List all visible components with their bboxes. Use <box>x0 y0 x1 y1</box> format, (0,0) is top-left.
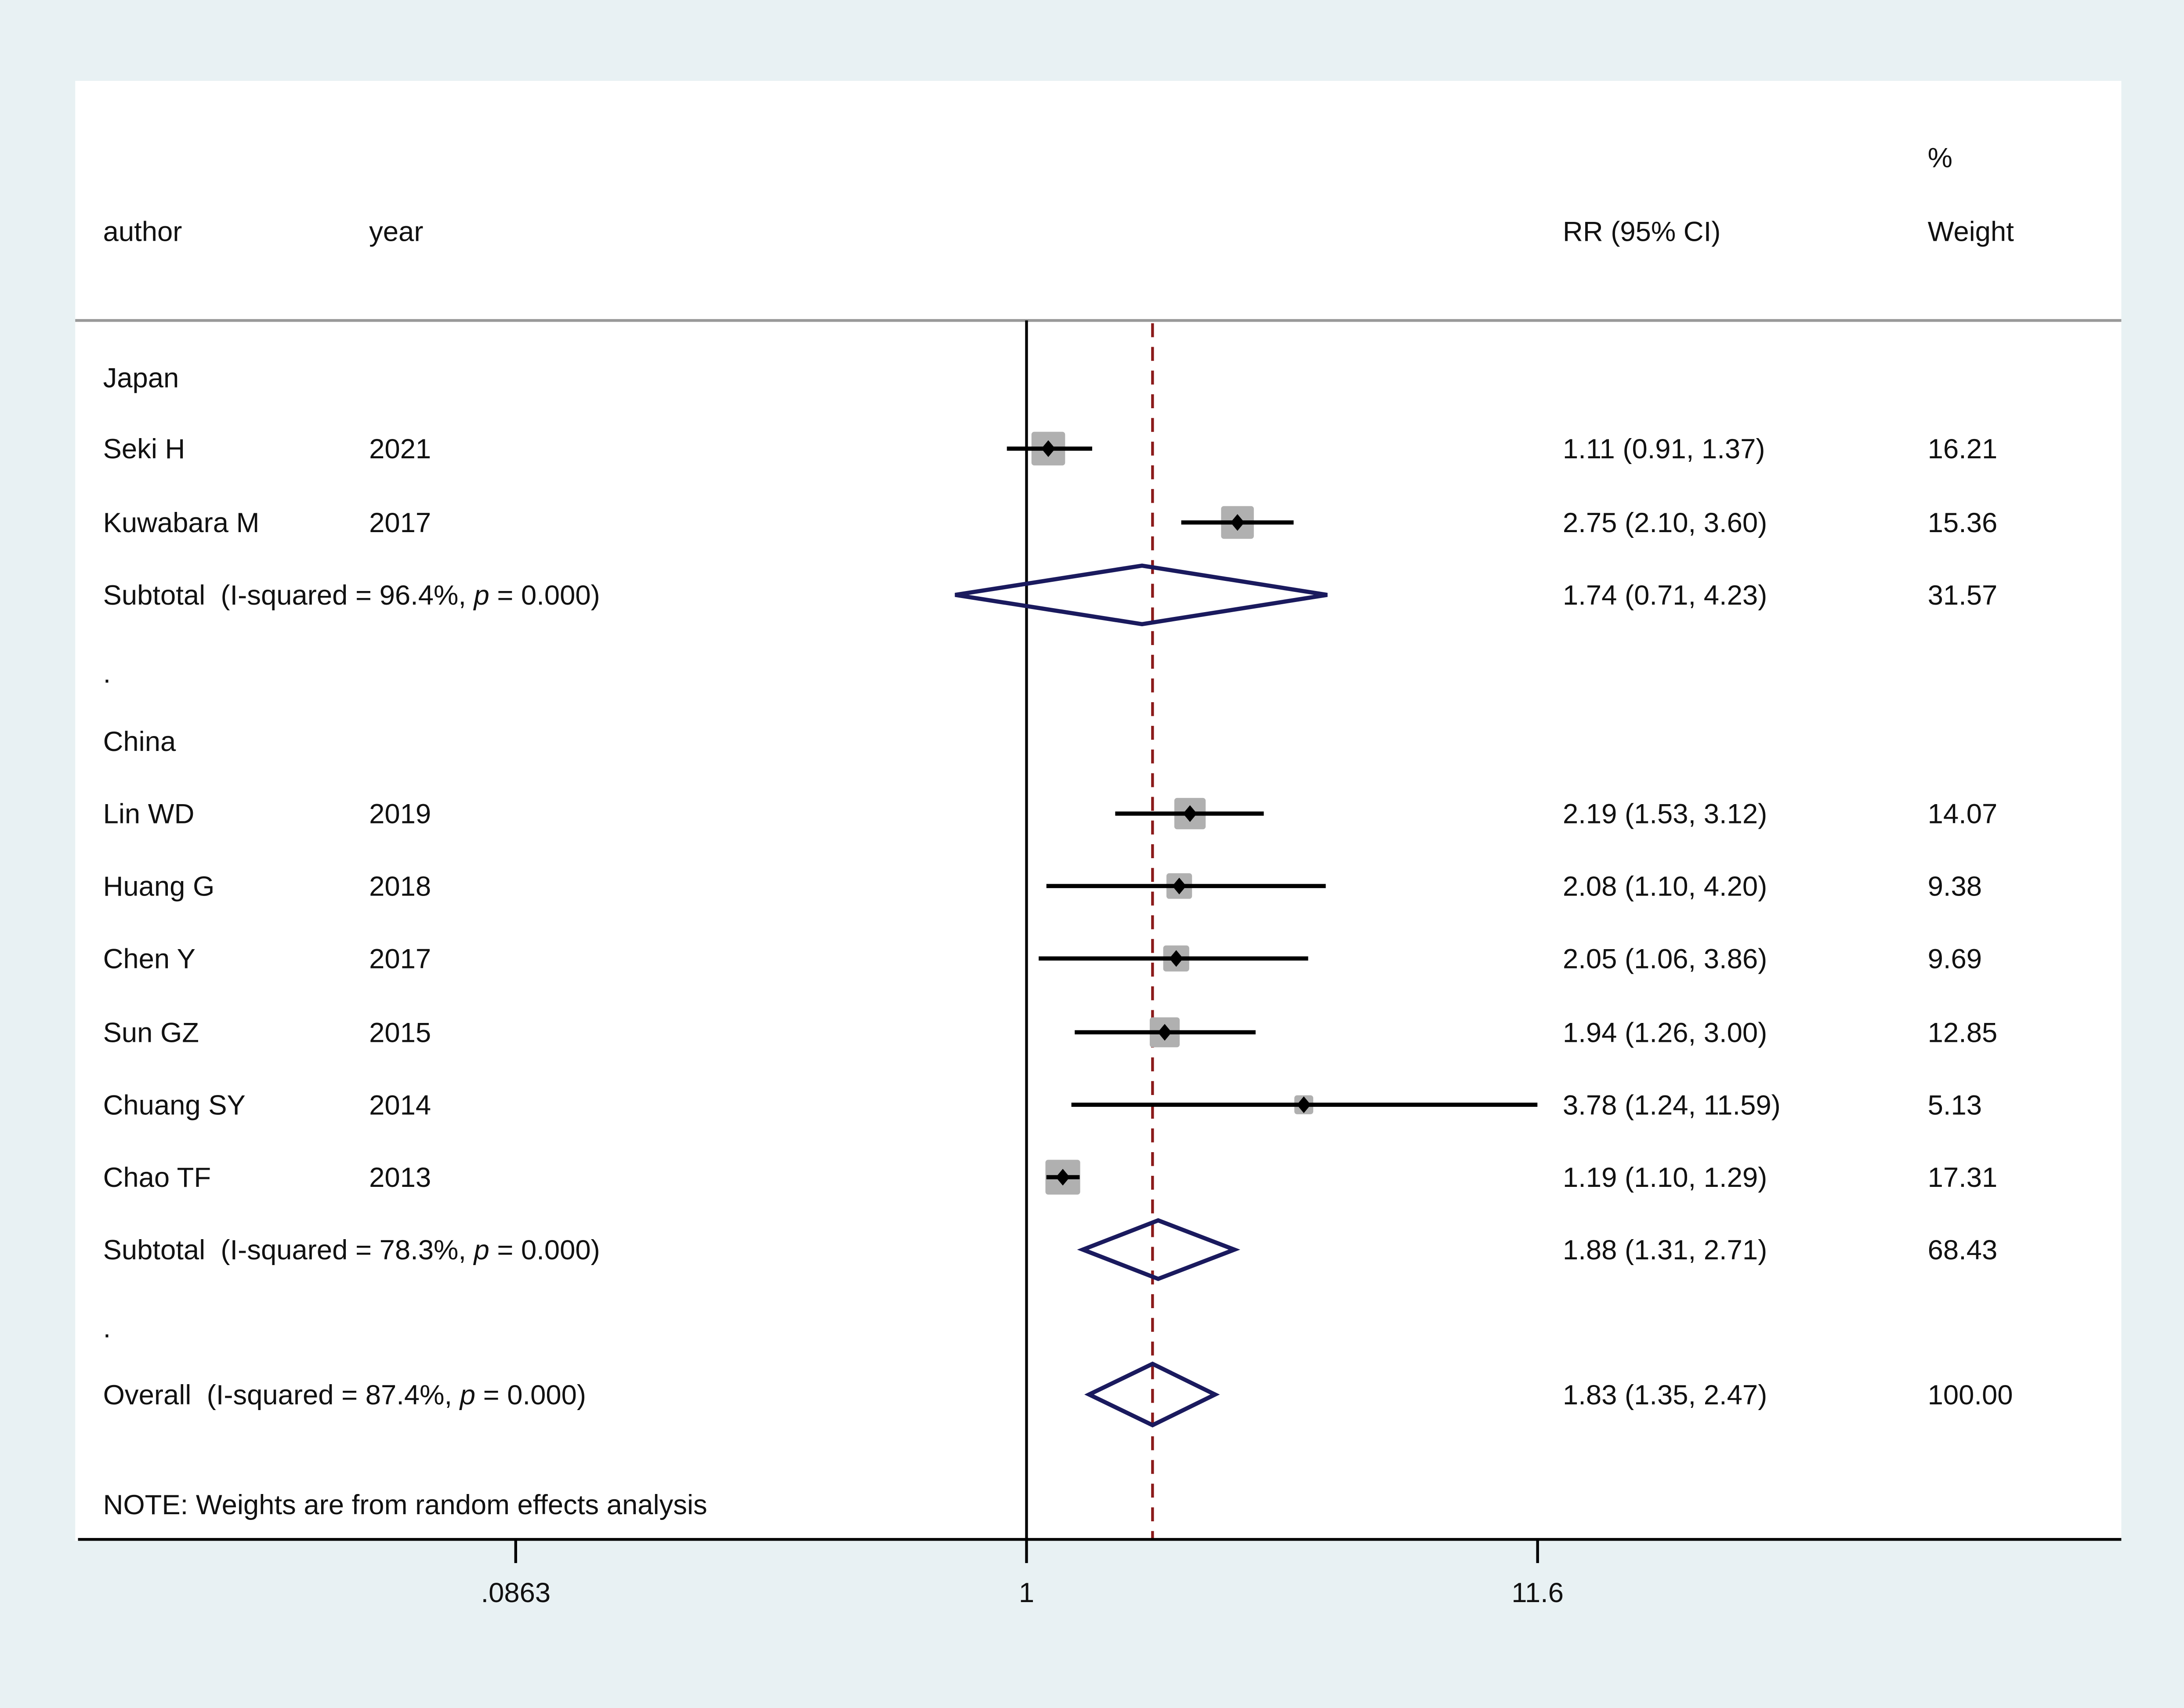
study-author: Kuwabara M <box>103 508 260 538</box>
overall-diamond <box>1084 1361 1220 1428</box>
weight-text: 16.21 <box>1928 434 1998 464</box>
study-year: 2021 <box>369 434 431 464</box>
subtotal-diamond <box>1077 1218 1240 1281</box>
point-estimate <box>1230 514 1245 531</box>
p-symbol: p <box>473 580 489 611</box>
header-effect: RR (95% CI) <box>1563 217 1720 247</box>
effect-ci-text: 2.19 (1.53, 3.12) <box>1563 799 1767 830</box>
study-year: 2014 <box>369 1090 431 1121</box>
study-author: Chao TF <box>103 1162 211 1193</box>
weight-text: 12.85 <box>1928 1017 1998 1048</box>
weight-text: 15.36 <box>1928 508 1998 538</box>
effect-ci-text: 1.19 (1.10, 1.29) <box>1563 1162 1767 1193</box>
study-year: 2017 <box>369 943 431 974</box>
p-symbol: p <box>459 1380 475 1411</box>
study-year: 2018 <box>369 871 431 902</box>
subtotal-label: Subtotal (I-squared = 78.3%, p = 0.000) <box>103 1235 600 1266</box>
study-year: 2015 <box>369 1017 431 1048</box>
weight-text: 9.69 <box>1928 943 1982 974</box>
weight-text: 100.00 <box>1928 1380 2013 1411</box>
subtotal-label: Subtotal (I-squared = 96.4%, p = 0.000) <box>103 580 600 611</box>
study-author: Seki H <box>103 434 185 464</box>
effect-ci-text: 1.94 (1.26, 3.00) <box>1563 1017 1767 1048</box>
study-author: Chen Y <box>103 943 196 974</box>
label-text: Overall (I-squared = 87.4%, <box>103 1380 460 1411</box>
study-year: 2017 <box>369 508 431 538</box>
p-value: = 0.000) <box>475 1380 586 1411</box>
label-text: Subtotal (I-squared = 78.3%, <box>103 1235 474 1266</box>
x-tick-label: 11.6 <box>1511 1577 1564 1608</box>
study-author: Sun GZ <box>103 1017 199 1048</box>
spacer-label: . <box>103 1313 111 1344</box>
weight-text: 17.31 <box>1928 1162 1998 1193</box>
point-estimate <box>1169 950 1184 967</box>
weight-text: 14.07 <box>1928 799 1998 830</box>
p-value: = 0.000) <box>489 580 600 611</box>
effect-ci-text: 1.74 (0.71, 4.23) <box>1563 580 1767 611</box>
point-estimate <box>1183 805 1197 822</box>
panel <box>75 80 2122 1541</box>
header-weight-top: % <box>1928 143 1952 174</box>
x-tick-label: .0863 <box>481 1577 551 1608</box>
effect-ci-text: 1.11 (0.91, 1.37) <box>1563 434 1765 464</box>
study-author: Huang G <box>103 871 215 902</box>
effect-ci-text: 2.05 (1.06, 3.86) <box>1563 943 1767 974</box>
weight-text: 68.43 <box>1928 1235 1998 1266</box>
note: NOTE: Weights are from random effects an… <box>103 1490 707 1520</box>
subtotal-diamond <box>955 563 1328 627</box>
overall-label: Overall (I-squared = 87.4%, p = 0.000) <box>103 1380 586 1411</box>
point-estimate <box>1172 878 1186 895</box>
header-weight: Weight <box>1928 217 2014 247</box>
weight-text: 5.13 <box>1928 1090 1982 1121</box>
group-label: China <box>103 726 176 757</box>
study-author: Lin WD <box>103 799 195 830</box>
effect-ci-text: 1.83 (1.35, 2.47) <box>1563 1380 1767 1411</box>
study-year: 2013 <box>369 1162 431 1193</box>
effect-ci-text: 2.75 (2.10, 3.60) <box>1563 508 1767 538</box>
header-author: author <box>103 217 182 247</box>
point-estimate <box>1041 440 1055 457</box>
study-author: Chuang SY <box>103 1090 246 1121</box>
p-symbol: p <box>473 1235 489 1266</box>
weight-text: 31.57 <box>1928 580 1998 611</box>
weight-text: 9.38 <box>1928 871 1982 902</box>
effect-ci-text: 2.08 (1.10, 4.20) <box>1563 871 1767 902</box>
p-value: = 0.000) <box>489 1235 600 1266</box>
effect-ci-text: 3.78 (1.24, 11.59) <box>1563 1090 1781 1121</box>
point-estimate <box>1158 1024 1172 1041</box>
effect-ci-text: 1.88 (1.31, 2.71) <box>1563 1235 1767 1266</box>
study-year: 2019 <box>369 799 431 830</box>
x-tick-label: 1 <box>1019 1577 1034 1608</box>
point-estimate <box>1297 1096 1311 1113</box>
spacer-label: . <box>103 658 111 689</box>
label-text: Subtotal (I-squared = 96.4%, <box>103 580 474 611</box>
header-year: year <box>369 217 423 247</box>
group-label: Japan <box>103 363 179 393</box>
